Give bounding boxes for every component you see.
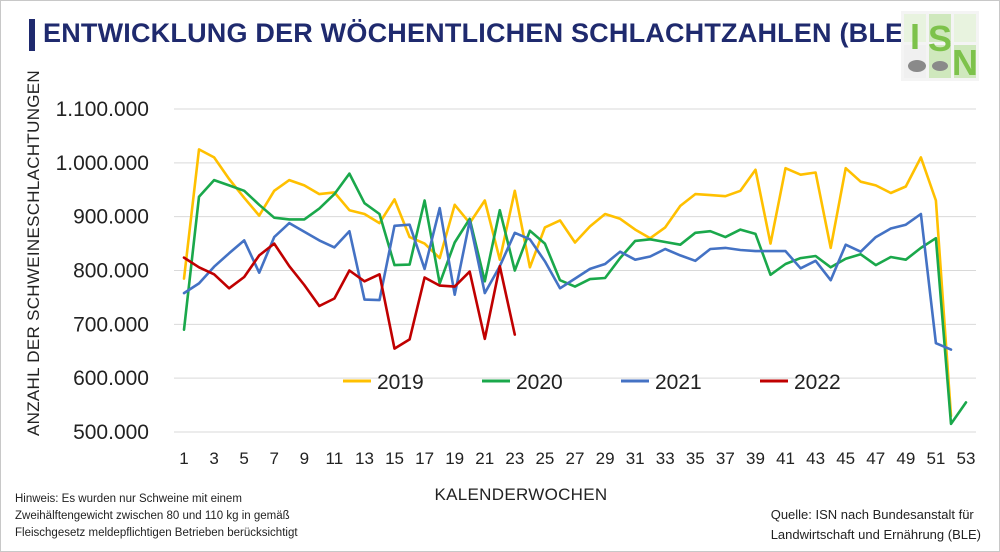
series-line-2021 [182, 206, 953, 351]
y-tick-label: 700.000 [73, 313, 149, 336]
x-tick-label: 19 [445, 449, 464, 468]
x-tick-label: 31 [626, 449, 645, 468]
x-tick-label: 9 [300, 449, 309, 468]
logo-letter-i: I [910, 16, 920, 57]
x-tick-label: 39 [746, 449, 765, 468]
y-tick-label: 500.000 [73, 421, 149, 444]
series-line-2022 [182, 242, 517, 350]
x-tick-label: 3 [209, 449, 218, 468]
x-tick-label: 49 [896, 449, 915, 468]
x-tick-label: 25 [535, 449, 554, 468]
footnote: Hinweis: Es wurden nur Schweine mit eine… [15, 491, 298, 542]
x-tick-label: 23 [505, 449, 524, 468]
y-axis-title: ANZAHL DER SCHWEINESCHLACHTUNGEN [24, 70, 43, 436]
y-tick-label: 600.000 [73, 367, 149, 390]
pig-silhouette-icon [908, 60, 926, 72]
x-tick-label: 45 [836, 449, 855, 468]
isn-logo: I S N [901, 11, 979, 81]
x-tick-label: 11 [326, 449, 344, 468]
title-accent-bar [29, 19, 35, 51]
x-tick-label: 15 [385, 449, 404, 468]
x-tick-label: 21 [475, 449, 494, 468]
x-tick-label: 13 [355, 449, 374, 468]
legend: 2019 2020 2021 2022 [343, 371, 841, 394]
y-tick-label: 1.100.000 [56, 98, 149, 121]
x-tick-label: 27 [566, 449, 585, 468]
y-tick-label: 900.000 [73, 206, 149, 229]
legend-label-2022: 2022 [794, 371, 841, 394]
x-tick-label: 35 [686, 449, 705, 468]
page-title: ENTWICKLUNG DER WÖCHENTLICHEN SCHLACHTZA… [43, 18, 913, 48]
footnote-line: Hinweis: Es wurden nur Schweine mit eine… [15, 493, 242, 505]
logo-letter-s: S [928, 18, 952, 59]
x-axis-ticks: 1 3 5 7 9 11 13 15 17 19 21 23 25 27 29 31 33 35 37 39 41 43 4… [179, 449, 975, 468]
y-tick-label: 800.000 [73, 260, 149, 283]
x-tick-label: 41 [776, 449, 795, 468]
logo-tile [954, 45, 976, 78]
series-line-2020 [182, 172, 968, 426]
source-line: Landwirtschaft und Ernährung (BLE) [770, 527, 981, 542]
x-axis-title: KALENDERWOCHEN [435, 485, 608, 501]
series-lines [182, 148, 968, 426]
logo-letter-n: N [952, 42, 978, 81]
series-line-2019 [182, 148, 953, 418]
x-tick-label: 7 [269, 449, 278, 468]
x-tick-label: 53 [957, 449, 976, 468]
x-tick-label: 17 [415, 449, 434, 468]
y-axis-ticks: 500.000 600.000 700.000 800.000 900.000 1.000… [56, 98, 149, 444]
legend-label-2020: 2020 [516, 371, 563, 394]
logo-tile [954, 14, 976, 42]
footnote-line: Fleischgesetz meldepflichtigen Betrieben… [15, 527, 298, 539]
pig-silhouette-icon [932, 61, 948, 71]
x-tick-label: 33 [656, 449, 675, 468]
source-note: Quelle: ISN nach Bundesanstalt für Landw… [771, 505, 981, 545]
x-tick-label: 29 [596, 449, 615, 468]
logo-tile [904, 14, 926, 42]
x-tick-label: 47 [866, 449, 885, 468]
line-chart: 500.000 600.000 700.000 800.000 900.000 1.000… [24, 70, 976, 501]
x-tick-label: 37 [716, 449, 735, 468]
x-tick-label: 51 [926, 449, 945, 468]
legend-label-2019: 2019 [377, 371, 424, 394]
x-tick-label: 43 [806, 449, 825, 468]
x-tick-label: 5 [239, 449, 248, 468]
footnote-line: Zweihälftengewicht zwischen 80 und 110 k… [15, 510, 290, 522]
legend-label-2021: 2021 [655, 371, 702, 394]
source-line: Quelle: ISN nach Bundesanstalt für [770, 507, 974, 522]
logo-tile [929, 14, 951, 42]
x-tick-label: 1 [179, 449, 188, 468]
y-tick-label: 1.000.000 [56, 152, 149, 175]
